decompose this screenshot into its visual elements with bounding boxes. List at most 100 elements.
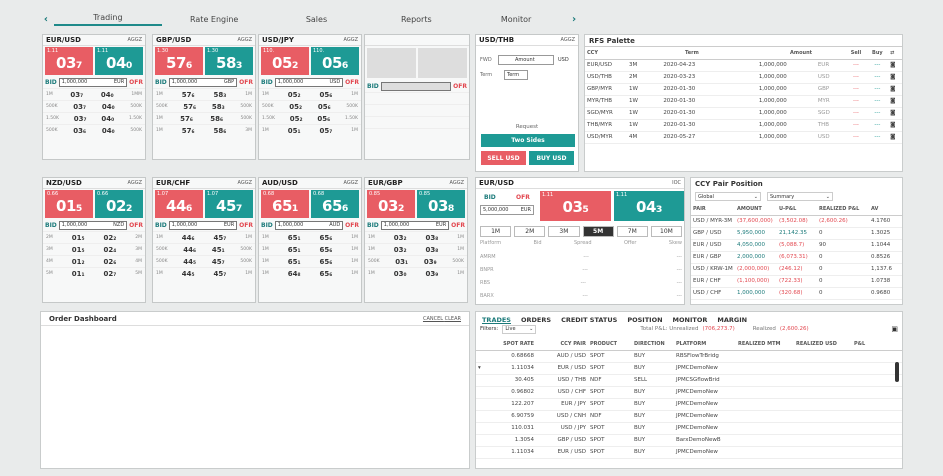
quantity-input[interactable]: 1,000,000 AUD <box>274 220 344 230</box>
sell-price-button[interactable]: 1.07 44₆ <box>155 190 203 218</box>
rfs-buy-price[interactable]: --- <box>866 131 889 144</box>
buy-price-button[interactable]: 1.07 45₇ <box>205 190 253 218</box>
rfs-sell-price[interactable]: --- <box>845 59 867 72</box>
position-row[interactable]: USD / KRW-1M (2,000,000) (246.12) 0 1,137.6 <box>691 263 902 276</box>
blotter-tab-margin[interactable]: MARGIN <box>717 316 748 324</box>
trade-row[interactable]: 1.11034 EUR / USD SPOT BUY JPMCDemoNew <box>476 446 902 459</box>
ladder-row[interactable]: 500K 03₇ 04₀ 500K <box>43 100 145 112</box>
ladder-row[interactable]: 1M 03₇ 04₀ 1MM <box>43 88 145 100</box>
export-icon[interactable]: ▣ <box>891 325 898 333</box>
rfs-row-action-icon[interactable]: ◙ <box>888 59 902 72</box>
ladder-row[interactable]: 1M 44₆ 45₇ 1M <box>153 231 255 243</box>
buy-price-button[interactable]: 0.85 03₈ <box>417 190 465 218</box>
rfs-sell-price[interactable]: --- <box>845 119 867 132</box>
ladder-row[interactable]: 1M 65₁ 65₆ 1M <box>259 231 361 243</box>
ladder-row[interactable]: 1.50K 03₇ 04₀ 1.50K <box>43 112 145 124</box>
trade-row[interactable]: 6.90759 USD / CNH NDF BUY JPMCDemoNew <box>476 410 902 423</box>
ladder-row[interactable]: 1M 57₆ 58₆ 500K <box>153 112 255 124</box>
esp-qty-input[interactable]: 5,000,000 EUR <box>480 205 534 215</box>
ladder-row[interactable]: 1M 03₂ 03₈ 1M <box>365 231 467 243</box>
position-row[interactable]: EUR / CHF (1,100,000) (722.33) 0 1.0738 <box>691 275 902 288</box>
two-sides-button[interactable]: Two Sides <box>481 134 575 147</box>
quantity-input[interactable]: 1,000,000 USD <box>274 77 344 87</box>
position-row[interactable]: USD / MYR-3M (37,600,000) (3,502.08) (2,600… <box>691 215 902 228</box>
amount-input[interactable]: Amount <box>498 55 554 65</box>
ladder-row[interactable]: 1M 03₀ 03₉ 1M <box>365 267 467 279</box>
trade-row[interactable]: 30.405 USD / THB NDF SELL JPMCSGflowBrid <box>476 374 902 387</box>
rfs-row[interactable]: USD/MYR 4M 2020-05-27 1,000,000 USD --- --- ◙ <box>585 131 902 144</box>
quantity-input[interactable]: 1,000,000 NZD <box>58 220 128 230</box>
ladder-row[interactable]: 1M 57₆ 58₃ 1M <box>153 88 255 100</box>
tab-rate-engine[interactable]: Rate Engine <box>190 14 239 24</box>
rfs-settings-icon[interactable]: ⇄ <box>888 47 902 60</box>
rfs-buy-price[interactable]: --- <box>866 83 889 96</box>
ladder-row[interactable]: 1M 65₁ 65₆ 1M <box>259 255 361 267</box>
ladder-row[interactable]: 500K 57₆ 58₃ 500K <box>153 100 255 112</box>
nav-right-arrow[interactable]: › <box>571 13 577 25</box>
ladder-row[interactable]: 1M 05₁ 05₇ 1M <box>259 124 361 136</box>
sell-price-button[interactable]: 1.30 57₆ <box>155 47 203 75</box>
quantity-input[interactable]: 1,000,000 GBP <box>168 77 238 87</box>
rfs-row[interactable]: MYR/THB 1W 2020-01-30 1,000,000 MYR --- --- ◙ <box>585 95 902 108</box>
rfs-row-action-icon[interactable]: ◙ <box>888 95 902 108</box>
rfs-row[interactable]: SGD/MYR 1W 2020-01-30 1,000,000 SGD --- --- ◙ <box>585 107 902 120</box>
ladder-row[interactable]: 4M 01₂ 02₆ 4M <box>43 255 145 267</box>
ladder-row[interactable]: 2M 01₅ 02₂ 2M <box>43 231 145 243</box>
rfs-buy-price[interactable]: --- <box>866 71 889 84</box>
sell-price-button[interactable]: 0.66 01₅ <box>45 190 93 218</box>
esp-platform-row[interactable]: RBS --- --- <box>480 276 682 289</box>
position-row[interactable]: USD / CHF 1,000,000 (320.68) 0 0.9680 <box>691 287 902 300</box>
rfs-buy-price[interactable]: --- <box>866 59 889 72</box>
trade-row[interactable]: 0.96802 USD / CHF SPOT BUY JPMCDemoNew <box>476 386 902 399</box>
trade-row[interactable]: 1.3054 GBP / USD SPOT BUY BarxDemoNewB <box>476 434 902 447</box>
sell-price-button[interactable]: 110. 05₂ <box>261 47 309 75</box>
rfs-buy-price[interactable]: --- <box>866 95 889 108</box>
rfs-sell-price[interactable]: --- <box>845 131 867 144</box>
buy-price-button[interactable]: 1.30 58₃ <box>205 47 253 75</box>
ladder-row[interactable]: 500K 05₂ 05₆ 500K <box>259 100 361 112</box>
ladder-row[interactable]: 5M 01₁ 02₇ 5M <box>43 267 145 279</box>
rfs-row[interactable]: THB/MYR 1W 2020-01-30 1,000,000 THB --- --- ◙ <box>585 119 902 132</box>
tab-monitor[interactable]: Monitor <box>500 14 532 24</box>
ladder-row[interactable]: 1.50K 05₂ 05₆ 1.50K <box>259 112 361 124</box>
rfs-row-action-icon[interactable]: ◙ <box>888 131 902 144</box>
esp-sell-button[interactable]: 1.11 03₅ <box>540 191 611 221</box>
quantity-input[interactable]: 1,000,000 EUR <box>58 77 128 87</box>
ladder-row[interactable]: 1M 64₈ 65₆ 1M <box>259 267 361 279</box>
esp-platform-row[interactable]: BNPR --- --- <box>480 263 682 276</box>
ladder-row[interactable]: 500K 44₅ 45₇ 500K <box>153 255 255 267</box>
blotter-tab-position[interactable]: POSITION <box>627 316 663 324</box>
sell-price-button[interactable]: 0.85 03₂ <box>367 190 415 218</box>
esp-platform-row[interactable]: BARX --- --- <box>480 289 682 302</box>
rfs-sell-price[interactable]: --- <box>845 83 867 96</box>
ladder-row[interactable]: 1M 65₁ 65₆ 1M <box>259 243 361 255</box>
blotter-tab-monitor[interactable]: MONITOR <box>672 316 708 324</box>
blotter-tab-trades[interactable]: TRADES <box>482 316 511 324</box>
trades-scrollbar[interactable] <box>895 362 899 382</box>
tenor-10m[interactable]: 10M <box>650 226 683 237</box>
quantity-input[interactable]: 1,000,000 EUR <box>380 220 450 230</box>
position-row[interactable]: EUR / GBP 2,000,000 (6,073.31) 0 0.8526 <box>691 251 902 264</box>
buy-price-button[interactable]: 110. 05₆ <box>311 47 359 75</box>
rfs-row-action-icon[interactable]: ◙ <box>888 71 902 84</box>
ladder-row[interactable]: 1M 57₆ 58₆ 3M <box>153 124 255 136</box>
nav-left-arrow[interactable]: ‹ <box>43 13 49 25</box>
quantity-input[interactable]: 1,000,000 EUR <box>168 220 238 230</box>
quantity-input[interactable] <box>380 81 452 91</box>
rfs-row-action-icon[interactable]: ◙ <box>888 119 902 132</box>
ladder-row[interactable]: 1M 05₂ 05₆ 1M <box>259 88 361 100</box>
cancel-link[interactable]: CANCEL <box>422 315 444 322</box>
ladder-row[interactable]: 1M 44₅ 45₇ 1M <box>153 267 255 279</box>
tab-trading[interactable]: Trading <box>53 13 162 26</box>
buy-price-button[interactable]: 0.66 02₂ <box>95 190 143 218</box>
ladder-row[interactable]: 3M 01₅ 02₄ 3M <box>43 243 145 255</box>
rfs-row[interactable]: USD/THB 2M 2020-03-23 1,000,000 USD --- --- ◙ <box>585 71 902 84</box>
clear-link[interactable]: CLEAR <box>444 315 461 322</box>
filters-select[interactable]: Live ⌄ <box>502 324 537 334</box>
rfs-buy-price[interactable]: --- <box>866 107 889 120</box>
blotter-tab-orders[interactable]: ORDERS <box>521 316 552 324</box>
rfs-row-action-icon[interactable]: ◙ <box>888 107 902 120</box>
rfs-sell-price[interactable]: --- <box>845 107 867 120</box>
rfs-row[interactable]: GBP/MYR 1W 2020-01-30 1,000,000 GBP --- --- ◙ <box>585 83 902 96</box>
tenor-2m[interactable]: 2M <box>514 226 546 237</box>
